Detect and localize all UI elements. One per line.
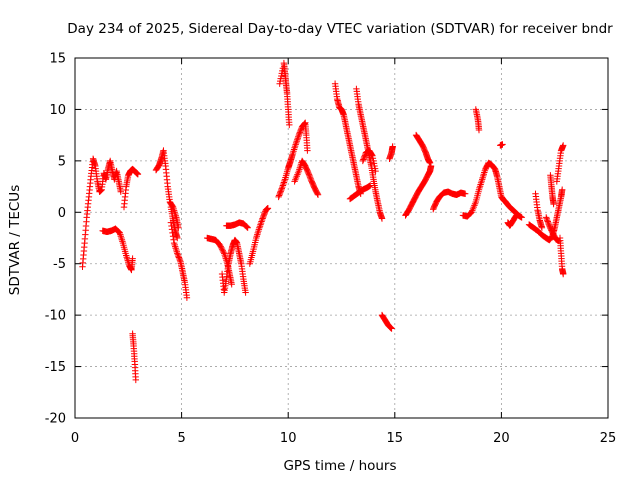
data-point — [218, 244, 225, 252]
x-axis-label: GPS time / hours — [283, 458, 396, 474]
data-point — [372, 167, 379, 175]
y-tick-label: -20 — [45, 412, 66, 427]
data-point — [172, 245, 179, 252]
data-point — [134, 171, 142, 178]
data-point — [279, 183, 286, 191]
data-point — [518, 214, 525, 221]
data-point — [244, 224, 251, 231]
data-point — [277, 188, 284, 195]
data-point — [378, 215, 386, 222]
data-point — [291, 142, 299, 150]
x-tick-label: 5 — [177, 431, 185, 446]
plot-frame — [74, 57, 609, 419]
data-point — [291, 144, 298, 151]
data-point — [555, 237, 563, 245]
x-tick-label: 0 — [71, 431, 79, 446]
data-point — [117, 188, 124, 195]
data-point — [538, 224, 546, 231]
data-point — [477, 181, 484, 188]
data-point — [228, 281, 235, 288]
data-point — [218, 246, 226, 253]
data-point — [293, 138, 300, 145]
data-point — [174, 250, 181, 257]
data-point — [118, 234, 125, 242]
data-point — [476, 183, 484, 190]
data-point — [118, 236, 126, 243]
data-point — [301, 120, 308, 127]
data-point — [359, 157, 366, 165]
data-point — [513, 212, 520, 219]
data-point — [462, 190, 469, 197]
x-tick-label: 10 — [280, 431, 297, 446]
data-point — [426, 159, 434, 167]
data-point — [259, 213, 267, 221]
data-point — [275, 193, 282, 201]
data-point — [427, 162, 435, 170]
data-point — [258, 216, 266, 224]
data-point — [361, 153, 368, 160]
data-point — [220, 248, 227, 256]
data-point — [389, 143, 396, 150]
data-point — [242, 289, 249, 296]
data-point — [243, 223, 251, 231]
data-point — [481, 169, 488, 176]
data-point — [314, 191, 322, 198]
chart-title: Day 234 of 2025, Sidereal Day-to-day VTE… — [67, 21, 613, 37]
x-tick-label: 25 — [600, 431, 617, 446]
data-point — [560, 142, 567, 149]
axis-ticks: 0 5 10 15 20 25 -20 -15 -10 -5 0 5 10 15 — [45, 52, 617, 447]
data-point — [132, 376, 139, 384]
data-point — [477, 179, 485, 186]
data-point — [275, 192, 283, 199]
data-point — [264, 205, 272, 212]
data-point — [367, 182, 374, 189]
data-point — [306, 172, 313, 180]
data-point — [286, 121, 293, 129]
y-tick-label: -15 — [45, 360, 66, 375]
data-point — [544, 217, 551, 224]
data-point — [388, 325, 395, 332]
data-point — [175, 254, 183, 261]
data-point — [259, 215, 266, 222]
data-point — [216, 242, 224, 249]
y-axis-label: SDTVAR / TECUs — [7, 185, 23, 295]
data-point — [559, 186, 566, 193]
data-point — [256, 224, 263, 231]
data-point — [499, 141, 506, 148]
data-point — [258, 218, 265, 225]
x-tick-label: 15 — [387, 431, 404, 446]
data-point — [129, 255, 136, 262]
y-tick-label: -5 — [53, 257, 66, 272]
data-point — [280, 179, 288, 186]
data-point — [261, 209, 268, 217]
data-point — [560, 270, 567, 278]
data-point — [550, 200, 557, 208]
data-point — [296, 129, 304, 136]
data-point — [219, 247, 226, 254]
data-point — [243, 223, 250, 230]
y-tick-label: 5 — [58, 154, 66, 169]
y-tick-label: 0 — [58, 206, 66, 221]
x-tick-label: 20 — [493, 431, 510, 446]
data-point — [304, 147, 311, 154]
data-point — [475, 126, 483, 134]
y-tick-label: -10 — [45, 309, 66, 324]
data-point — [119, 238, 126, 245]
data-marks — [79, 59, 567, 384]
y-tick-label: 15 — [49, 52, 66, 67]
data-point — [279, 65, 287, 72]
data-point — [183, 294, 191, 301]
data-point — [217, 243, 224, 250]
data-point — [295, 133, 302, 140]
data-point — [174, 234, 181, 242]
y-tick-label: 10 — [49, 103, 66, 118]
